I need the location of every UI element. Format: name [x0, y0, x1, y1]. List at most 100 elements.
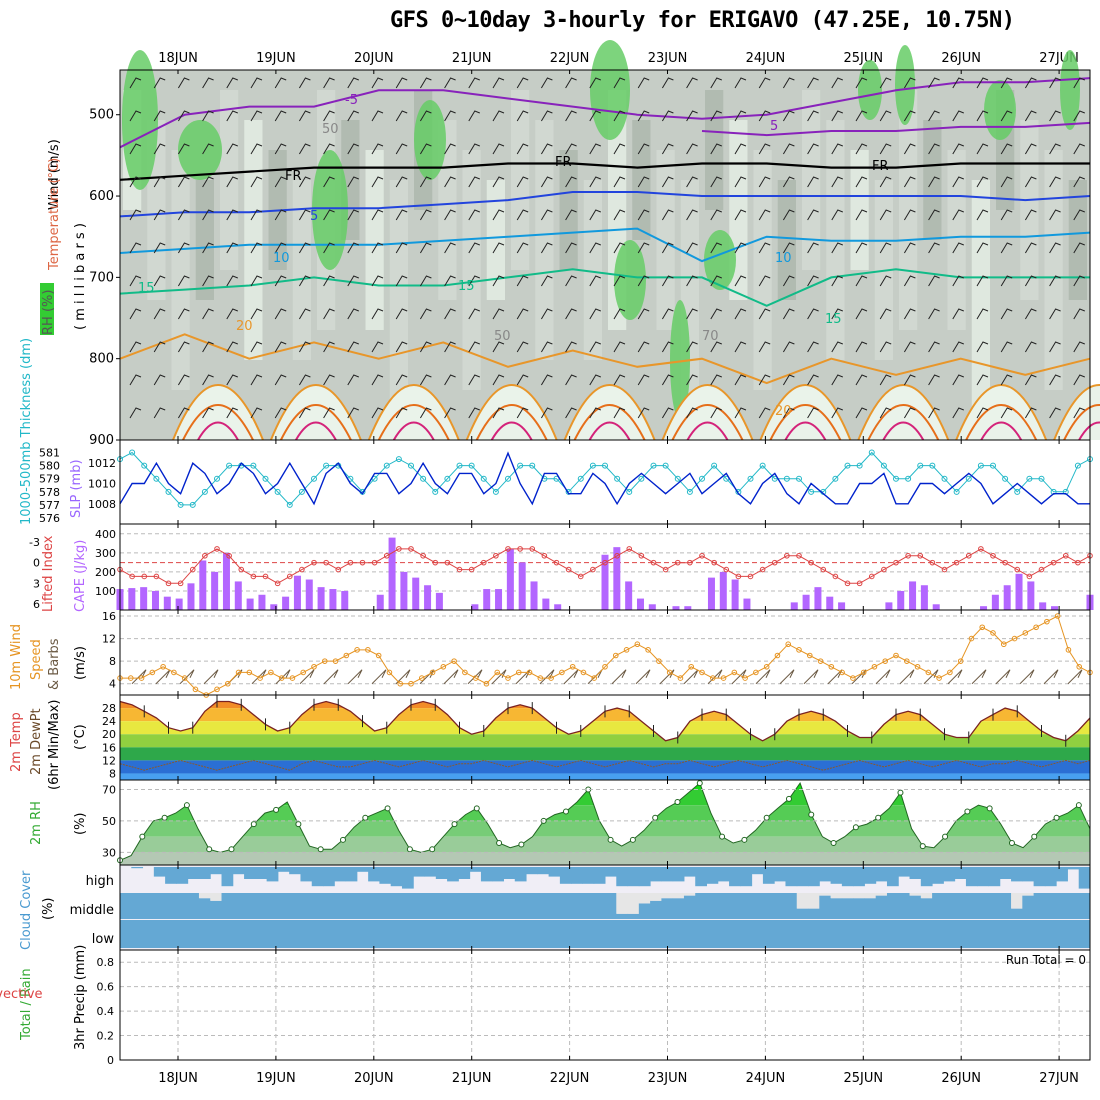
li-point [711, 559, 717, 566]
wind-barb [298, 176, 311, 188]
cape-bar [838, 602, 846, 610]
wind-barb [734, 242, 747, 254]
cloud-mid-bar [988, 893, 1001, 919]
thickness-point [880, 462, 887, 469]
wind-barb [395, 209, 408, 221]
cloud-mid-bar [503, 893, 516, 919]
wind-point [343, 652, 350, 659]
wind-barb [250, 407, 263, 419]
cloud-mid-clear [830, 893, 843, 899]
thickness-point [141, 462, 148, 469]
rh-tick: 70 [102, 783, 116, 796]
cloud-high-bar [458, 867, 471, 879]
day-tick-top: 25JUN [843, 51, 883, 66]
cloud-mid-clear [864, 893, 877, 899]
isotherm-15 [119, 268, 1090, 307]
wind-barb [758, 374, 771, 386]
cape-bar [151, 590, 159, 610]
wind-point [957, 658, 964, 664]
surface-barb [323, 669, 339, 685]
wind-barb [153, 209, 166, 221]
rh-blob [414, 100, 446, 180]
wind-barb [807, 308, 819, 320]
cloud-mid-bar [785, 893, 798, 919]
wind-barb [323, 242, 335, 254]
li-point [371, 559, 378, 566]
rh-point [1008, 839, 1015, 846]
cloud-mid-bar [153, 893, 166, 919]
cloud-high-bar [717, 867, 730, 882]
wind-barb [831, 242, 843, 254]
wind-point [828, 663, 835, 670]
surface-barb [371, 669, 387, 685]
cloud-mid-bar [729, 893, 741, 919]
cloud-mid-bar [683, 895, 696, 919]
wind-barb [177, 143, 190, 155]
li-point [735, 573, 742, 580]
precip-tick: 0 [107, 1054, 114, 1067]
wind-point [246, 669, 253, 676]
cloud-high-bar [909, 867, 922, 879]
cape-bar [211, 571, 219, 610]
wind-barb [371, 374, 384, 386]
cloud-high-bar [356, 867, 369, 872]
temp-unit: (°C) [73, 724, 88, 750]
wind-barb [879, 275, 892, 287]
li-point [529, 546, 536, 552]
wind-barb [226, 341, 238, 353]
li-point [456, 566, 463, 573]
wind-point [699, 669, 705, 676]
wind-point [149, 669, 156, 676]
li-point [747, 573, 754, 580]
cloud-mid-bar [672, 898, 685, 919]
wind10-label-a: 10m Wind [9, 624, 24, 690]
thickness-point [432, 488, 439, 495]
cape-bar [826, 596, 834, 610]
thickness-point [311, 475, 317, 482]
wind-barb [637, 110, 650, 122]
wind-barb [540, 341, 553, 353]
wind-point [666, 669, 673, 676]
temp-band [120, 747, 1090, 761]
isotherm--5 [119, 77, 1091, 149]
wind-barb [1024, 209, 1037, 221]
wind-barb [1073, 176, 1085, 188]
wind-barb [323, 209, 335, 221]
wind-point [979, 624, 986, 631]
cloud-high-bar [503, 867, 516, 879]
wind-barb [928, 275, 940, 287]
wind-barb [1024, 110, 1037, 122]
wind-barb [395, 374, 408, 386]
temp-label-c: (6hr Min/Max) [47, 700, 62, 790]
rh-point [785, 795, 792, 802]
cape-bar [554, 604, 562, 610]
cloud-mid-bar [774, 893, 786, 919]
wind-point [289, 675, 296, 681]
li-point [493, 552, 499, 559]
wind-barb [855, 176, 868, 188]
cloud-high-bar [1078, 867, 1091, 889]
cloud-high-bar [390, 867, 403, 887]
wind-barb [782, 242, 795, 254]
wind-barb [226, 407, 238, 419]
rh-blob [590, 40, 630, 140]
cape-bar [897, 590, 905, 610]
cloud-mid-bar [131, 893, 144, 919]
isotherm-35 [980, 421, 1023, 441]
cloud-mid-bar [1067, 893, 1080, 919]
li-point [917, 552, 924, 559]
day-tick-bottom: 22JUN [550, 1071, 590, 1086]
rh-point [674, 799, 681, 806]
li-point [517, 546, 523, 552]
wind-point [408, 680, 414, 687]
wind-point [397, 680, 404, 687]
li-point [323, 559, 329, 566]
cape-bar [1039, 602, 1047, 610]
cloud-high-bar [514, 867, 527, 882]
li-tick: 6 [33, 598, 40, 611]
cloud-high-bar [131, 867, 144, 869]
isotherm-30 [182, 404, 254, 441]
wind-barb [903, 176, 916, 188]
wind-barb [492, 209, 505, 221]
